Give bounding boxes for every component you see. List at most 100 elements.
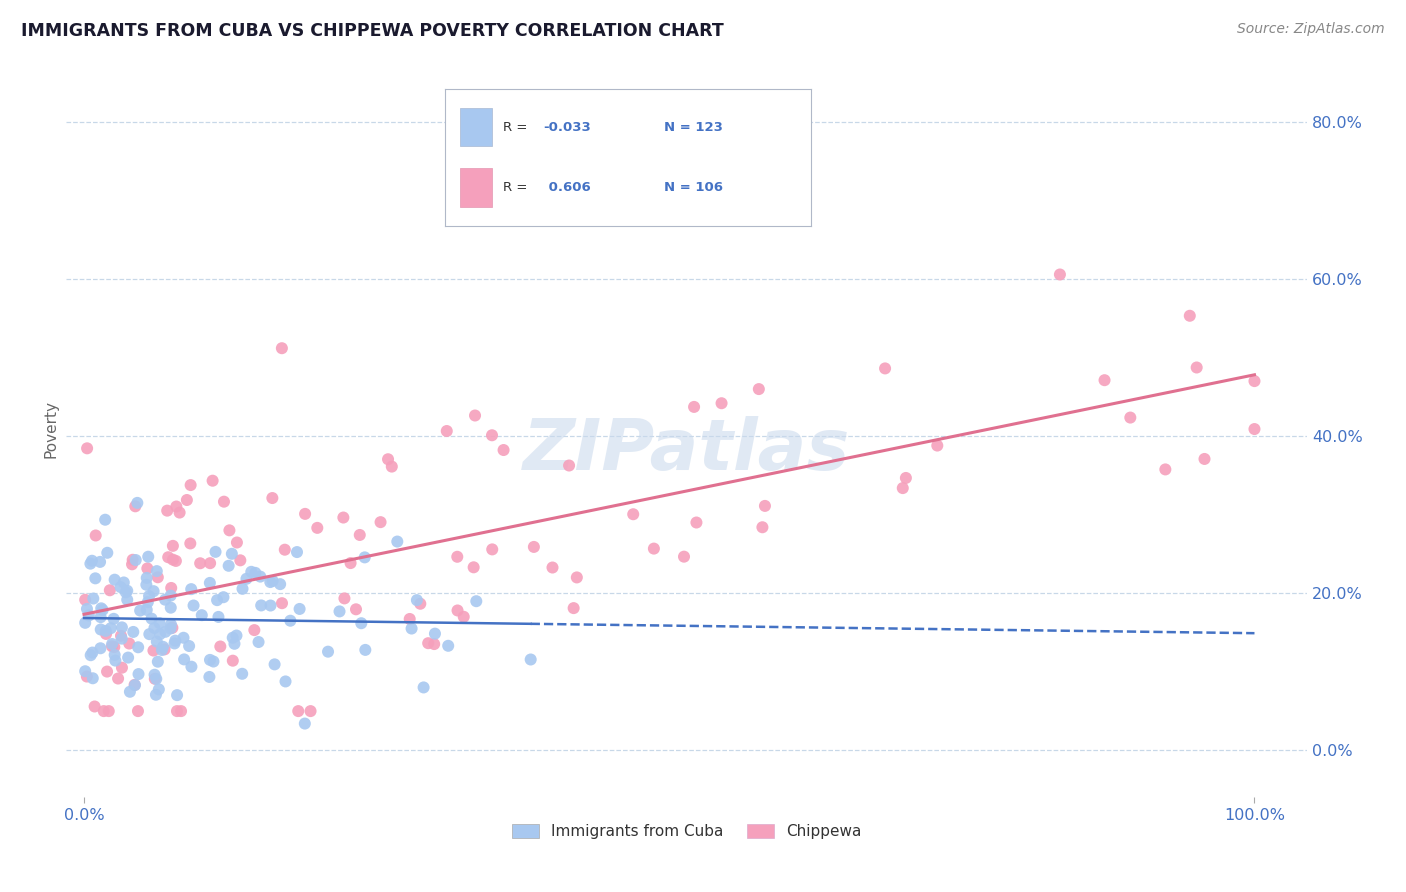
Point <box>250 599 273 613</box>
Point <box>398 612 420 626</box>
Point <box>136 549 159 564</box>
Point <box>748 382 770 396</box>
Point <box>82 671 104 685</box>
Point <box>75 615 97 630</box>
Point <box>149 616 172 631</box>
Point <box>287 704 309 718</box>
Point <box>166 688 188 702</box>
Point <box>274 674 297 689</box>
Point <box>222 654 245 668</box>
Point <box>89 555 111 569</box>
Point <box>75 665 97 679</box>
Point <box>294 716 316 731</box>
Point <box>927 439 949 453</box>
Point <box>198 556 221 570</box>
Point <box>316 645 339 659</box>
Point <box>146 564 169 578</box>
Point <box>90 610 112 624</box>
Point <box>179 536 201 550</box>
Point <box>541 560 564 574</box>
Point <box>153 642 176 657</box>
Point <box>156 503 179 517</box>
Point <box>110 580 132 594</box>
Point <box>146 570 169 584</box>
Point <box>96 665 118 679</box>
Point <box>212 494 235 508</box>
Point <box>94 513 117 527</box>
Point <box>406 593 429 607</box>
Point <box>353 550 375 565</box>
Point <box>79 557 101 571</box>
Point <box>339 556 361 570</box>
Point <box>481 542 503 557</box>
Point <box>136 561 159 575</box>
Point <box>159 600 181 615</box>
Point <box>76 602 98 616</box>
Point <box>169 506 191 520</box>
Point <box>269 577 291 591</box>
Point <box>285 545 308 559</box>
Point <box>183 599 205 613</box>
Point <box>121 558 143 572</box>
Point <box>224 637 246 651</box>
Point <box>225 628 247 642</box>
Point <box>127 704 149 718</box>
Point <box>894 471 917 485</box>
Point <box>153 592 176 607</box>
Point <box>100 621 122 635</box>
Point <box>191 608 214 623</box>
Point <box>129 603 152 617</box>
Point <box>150 643 173 657</box>
Point <box>565 570 588 584</box>
Point <box>125 553 148 567</box>
Point <box>122 624 145 639</box>
Point <box>97 704 120 718</box>
Point <box>259 599 281 613</box>
Point <box>1049 268 1071 282</box>
Point <box>204 545 226 559</box>
Point <box>118 636 141 650</box>
Point <box>160 581 183 595</box>
Point <box>135 571 157 585</box>
Point <box>294 507 316 521</box>
Point <box>1119 410 1142 425</box>
Point <box>751 520 773 534</box>
Point <box>96 546 118 560</box>
Point <box>202 655 225 669</box>
Point <box>1154 462 1177 476</box>
Point <box>198 575 221 590</box>
Point <box>80 648 103 663</box>
Legend: Immigrants from Cuba, Chippewa: Immigrants from Cuba, Chippewa <box>506 817 868 845</box>
Point <box>1243 374 1265 388</box>
Point <box>146 634 169 648</box>
Point <box>165 633 187 648</box>
Point <box>143 621 166 635</box>
Point <box>124 678 146 692</box>
Point <box>423 626 446 640</box>
Point <box>221 547 243 561</box>
Point <box>80 554 103 568</box>
Point <box>240 565 263 579</box>
Point <box>209 640 232 654</box>
Point <box>163 636 186 650</box>
Point <box>262 491 284 505</box>
Point <box>101 640 124 654</box>
Point <box>103 612 125 626</box>
Point <box>82 646 104 660</box>
Point <box>370 515 392 529</box>
Point <box>180 582 202 596</box>
Point <box>90 601 112 615</box>
Point <box>436 424 458 438</box>
Point <box>76 669 98 683</box>
Point <box>463 560 485 574</box>
Point <box>271 596 294 610</box>
Point <box>114 585 136 599</box>
Point <box>135 603 157 617</box>
Point <box>107 672 129 686</box>
Point <box>207 610 229 624</box>
Point <box>274 542 297 557</box>
Point <box>165 500 187 514</box>
Point <box>173 652 195 666</box>
Point <box>201 474 224 488</box>
Point <box>143 667 166 681</box>
